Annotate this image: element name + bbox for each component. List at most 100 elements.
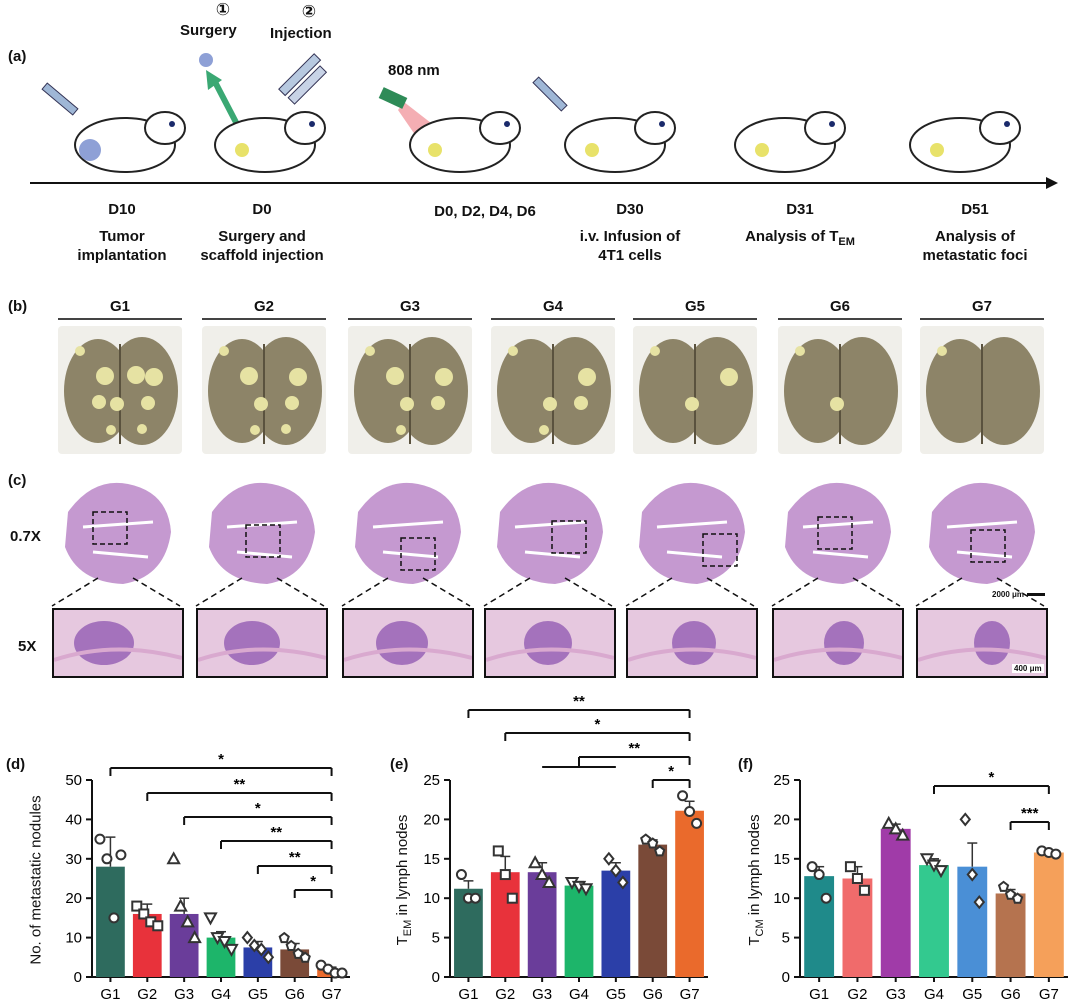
zoom-connector-line: [195, 577, 243, 607]
data-point: [224, 943, 239, 957]
y-tick-label: 20: [423, 811, 440, 828]
x-tick-label: G2: [137, 986, 157, 1003]
step2-label: Injection: [270, 25, 332, 42]
step1-number: ①: [215, 0, 231, 19]
group-underline: [778, 318, 902, 320]
zoom-connector-line: [132, 577, 181, 607]
lung-section-highmag: [52, 608, 184, 678]
data-point: [299, 951, 311, 963]
data-point: [895, 827, 910, 841]
y-tick-label: 15: [423, 851, 440, 868]
data-point: [919, 853, 935, 867]
syringe-icon-1: [41, 82, 79, 116]
x-tick-label: G6: [285, 986, 305, 1003]
y-tick-label: 5: [432, 930, 440, 947]
data-point: [1050, 848, 1062, 860]
group-label-g1: G1: [109, 298, 131, 315]
timeline-step-1: D10 Tumor implantation: [77, 201, 167, 264]
y-tick-label: 10: [773, 890, 790, 907]
x-tick-label: G5: [962, 986, 982, 1003]
x-tick-label: G6: [643, 986, 663, 1003]
group-label-g2: G2: [253, 298, 275, 315]
panel-c-label: (c): [8, 472, 27, 489]
data-point: [578, 883, 594, 897]
x-tick-label: G4: [211, 986, 231, 1003]
data-point: [262, 950, 275, 965]
organ-photo-g2: [202, 326, 326, 454]
lung-section-lowmag: [343, 472, 473, 592]
x-tick-label: G1: [458, 986, 478, 1003]
syringe-icon-2: [278, 53, 328, 105]
lung-section-highmag: [484, 608, 616, 678]
data-point: [973, 895, 986, 910]
bar-g6: [638, 844, 668, 977]
x-tick-label: G5: [606, 986, 626, 1003]
laser-device-icon: [378, 87, 408, 109]
panel-a-label: (a): [8, 48, 27, 65]
y-tick-label: 25: [423, 772, 440, 789]
data-point: [278, 931, 290, 944]
y-tick-label: 0: [432, 969, 440, 986]
y-tick-label: 10: [65, 930, 82, 947]
data-point: [499, 869, 511, 881]
significance-label: *: [668, 763, 674, 780]
significance-label: *: [255, 800, 261, 817]
zoom-connector-line: [341, 577, 389, 607]
mouse-icon-6: [909, 111, 1021, 173]
lung-section-lowmag: [197, 472, 327, 592]
lung-section-lowmag: [485, 472, 615, 592]
bar-g6: [995, 893, 1026, 977]
x-tick-label: G7: [1039, 986, 1059, 1003]
mouse-icon-4: [564, 111, 676, 173]
data-point: [138, 908, 150, 920]
data-point: [255, 942, 268, 957]
significance-label: **: [628, 740, 640, 757]
bar-g5: [957, 866, 988, 977]
zoom-connector-line: [276, 577, 325, 607]
group-underline: [58, 318, 182, 320]
data-point: [851, 873, 863, 884]
organ-photo-g1: [58, 326, 182, 454]
x-tick-label: G1: [100, 986, 120, 1003]
significance-label: *: [310, 873, 316, 890]
data-point: [217, 936, 232, 950]
data-point: [806, 861, 818, 873]
data-point: [152, 920, 164, 932]
data-point: [844, 861, 856, 873]
data-point: [455, 869, 467, 881]
zoom-connector-line: [422, 577, 471, 607]
y-tick-label: 15: [773, 851, 790, 868]
timeline-step-5: D31 Analysis of TEM: [745, 201, 855, 248]
bar-g3: [880, 828, 911, 977]
data-point: [888, 821, 903, 835]
data-point: [187, 930, 202, 944]
y-tick-label: 0: [782, 969, 790, 986]
tumor-sphere-icon: [199, 53, 213, 67]
zoom-connector-line: [483, 577, 531, 607]
bar-g7: [675, 810, 704, 977]
data-point: [166, 851, 181, 865]
x-tick-label: G4: [924, 986, 944, 1003]
lung-section-highmag: [626, 608, 758, 678]
x-tick-label: G2: [495, 986, 515, 1003]
data-point: [180, 914, 195, 928]
data-point: [527, 855, 543, 869]
group-label-g5: G5: [684, 298, 706, 315]
zoom-connector-line: [706, 577, 755, 607]
timeline-step-3: D0, D2, D4, D6: [434, 203, 536, 220]
data-point: [203, 912, 218, 926]
data-point: [813, 869, 825, 881]
data-point: [691, 817, 703, 829]
significance-label: *: [989, 769, 995, 786]
zoom-connector-line: [996, 577, 1045, 607]
organ-photo-g6: [778, 326, 902, 454]
significance-label: **: [270, 824, 282, 841]
lung-section-lowmag: [917, 472, 1047, 592]
mouse-icon-1: [74, 111, 186, 173]
group-underline: [491, 318, 615, 320]
data-point: [285, 939, 297, 951]
timeline-illustration: [30, 53, 1058, 189]
lung-section-lowmag: [773, 472, 903, 592]
